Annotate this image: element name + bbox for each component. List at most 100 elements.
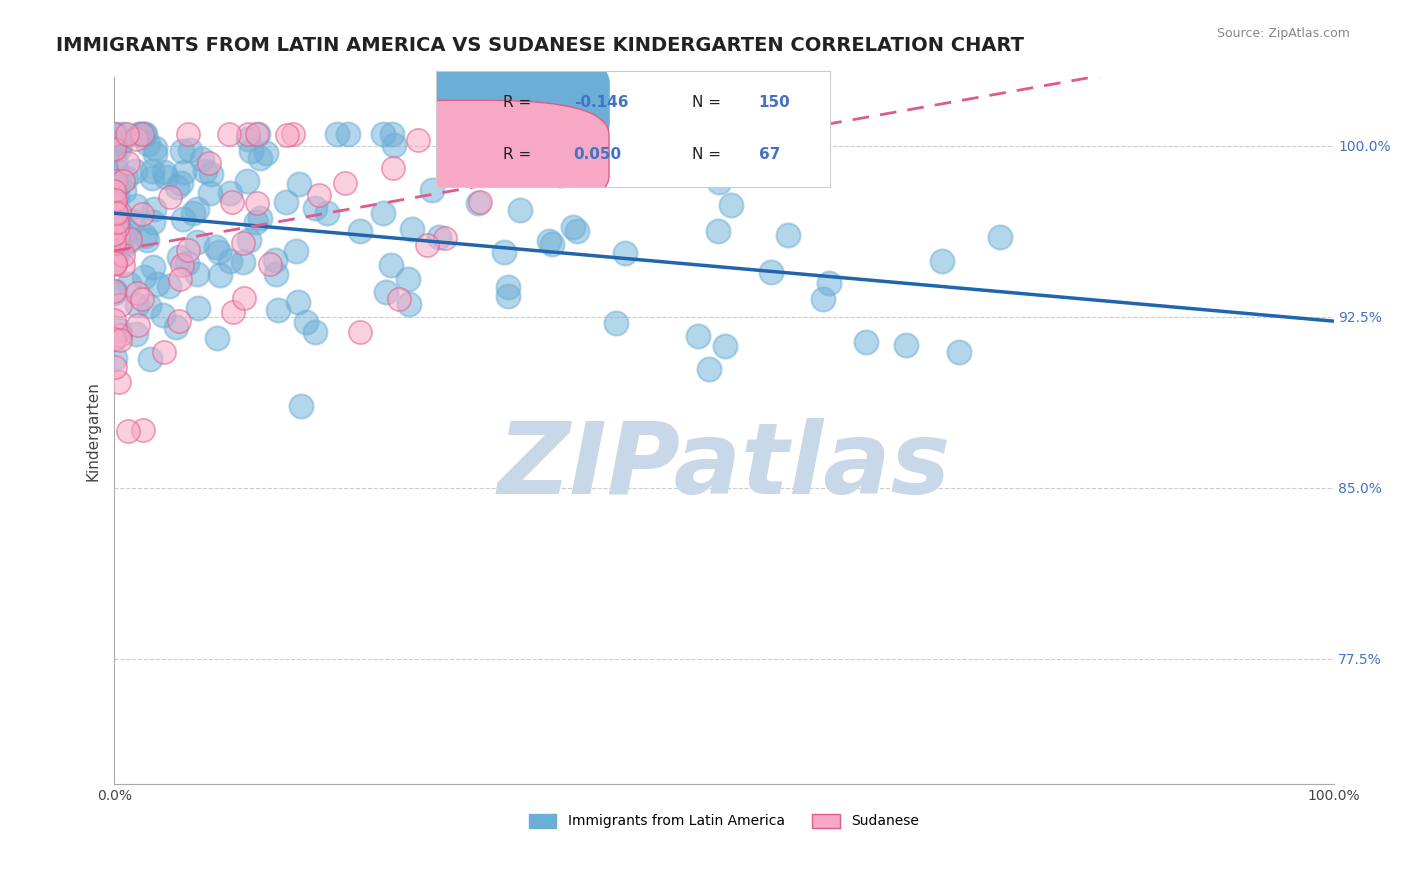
- Point: [108, 205, 131, 219]
- Point: [177, 128, 200, 142]
- Point: [218, 128, 240, 142]
- Point: [948, 344, 970, 359]
- Point: [121, 214, 143, 228]
- Point: [374, 285, 396, 300]
- Point: [381, 161, 404, 175]
- Point: [427, 230, 450, 244]
- Point: [103, 142, 125, 156]
- Point: [186, 267, 208, 281]
- Point: [108, 323, 131, 337]
- Point: [170, 144, 193, 158]
- Point: [131, 207, 153, 221]
- Point: [349, 225, 371, 239]
- Point: [238, 128, 260, 142]
- Point: [254, 146, 277, 161]
- Point: [420, 183, 443, 197]
- Point: [388, 292, 411, 306]
- Point: [110, 298, 132, 312]
- Point: [104, 256, 127, 270]
- Point: [562, 220, 585, 235]
- Point: [110, 223, 132, 237]
- Text: 0.050: 0.050: [574, 147, 621, 162]
- Point: [238, 132, 260, 146]
- Point: [103, 236, 125, 251]
- Point: [111, 128, 134, 142]
- Point: [118, 235, 141, 249]
- Point: [153, 165, 176, 179]
- Point: [125, 326, 148, 341]
- Point: [108, 327, 131, 342]
- Point: [232, 236, 254, 251]
- Point: [304, 202, 326, 216]
- Point: [288, 177, 311, 191]
- Point: [125, 199, 148, 213]
- Point: [190, 152, 212, 166]
- Point: [818, 276, 841, 290]
- Point: [176, 256, 198, 270]
- Point: [112, 248, 135, 262]
- Point: [614, 246, 637, 260]
- Point: [132, 269, 155, 284]
- Point: [104, 176, 127, 190]
- Point: [111, 174, 134, 188]
- Point: [155, 170, 177, 185]
- Point: [198, 156, 221, 170]
- Point: [510, 151, 533, 165]
- Point: [433, 231, 456, 245]
- Point: [142, 260, 165, 274]
- Point: [139, 352, 162, 367]
- Point: [259, 257, 281, 271]
- Point: [267, 302, 290, 317]
- Point: [105, 217, 128, 231]
- Text: IMMIGRANTS FROM LATIN AMERICA VS SUDANESE KINDERGARTEN CORRELATION CHART: IMMIGRANTS FROM LATIN AMERICA VS SUDANES…: [56, 36, 1024, 54]
- Point: [104, 154, 127, 169]
- Point: [371, 205, 394, 219]
- Point: [316, 206, 339, 220]
- Point: [382, 138, 405, 153]
- Point: [143, 141, 166, 155]
- Point: [132, 423, 155, 437]
- Point: [187, 301, 209, 315]
- Point: [125, 298, 148, 312]
- Point: [759, 265, 782, 279]
- Point: [104, 174, 127, 188]
- Point: [467, 196, 489, 211]
- Point: [396, 271, 419, 285]
- Point: [118, 232, 141, 246]
- Point: [219, 186, 242, 200]
- Point: [398, 297, 420, 311]
- Point: [200, 167, 222, 181]
- Point: [103, 184, 125, 198]
- Point: [308, 188, 330, 202]
- FancyBboxPatch shape: [326, 48, 609, 158]
- Point: [290, 399, 312, 413]
- Point: [170, 258, 193, 272]
- Point: [105, 128, 128, 142]
- Point: [107, 209, 129, 223]
- Point: [157, 279, 180, 293]
- Point: [105, 246, 128, 260]
- Point: [172, 212, 194, 227]
- Point: [205, 331, 228, 345]
- Point: [105, 206, 128, 220]
- Point: [179, 143, 201, 157]
- Text: 67: 67: [759, 147, 780, 162]
- Legend: Immigrants from Latin America, Sudanese: Immigrants from Latin America, Sudanese: [523, 808, 925, 834]
- Point: [125, 131, 148, 145]
- Point: [117, 224, 139, 238]
- Point: [537, 235, 560, 249]
- Point: [169, 314, 191, 328]
- Point: [103, 284, 125, 298]
- Point: [103, 198, 125, 212]
- Point: [246, 128, 269, 142]
- Text: R =: R =: [503, 95, 531, 111]
- Text: -0.146: -0.146: [574, 95, 628, 111]
- Point: [103, 285, 125, 300]
- Point: [186, 202, 208, 216]
- Point: [111, 242, 134, 256]
- Point: [117, 425, 139, 439]
- Point: [337, 128, 360, 142]
- Point: [170, 176, 193, 190]
- Point: [108, 240, 131, 254]
- Point: [177, 243, 200, 257]
